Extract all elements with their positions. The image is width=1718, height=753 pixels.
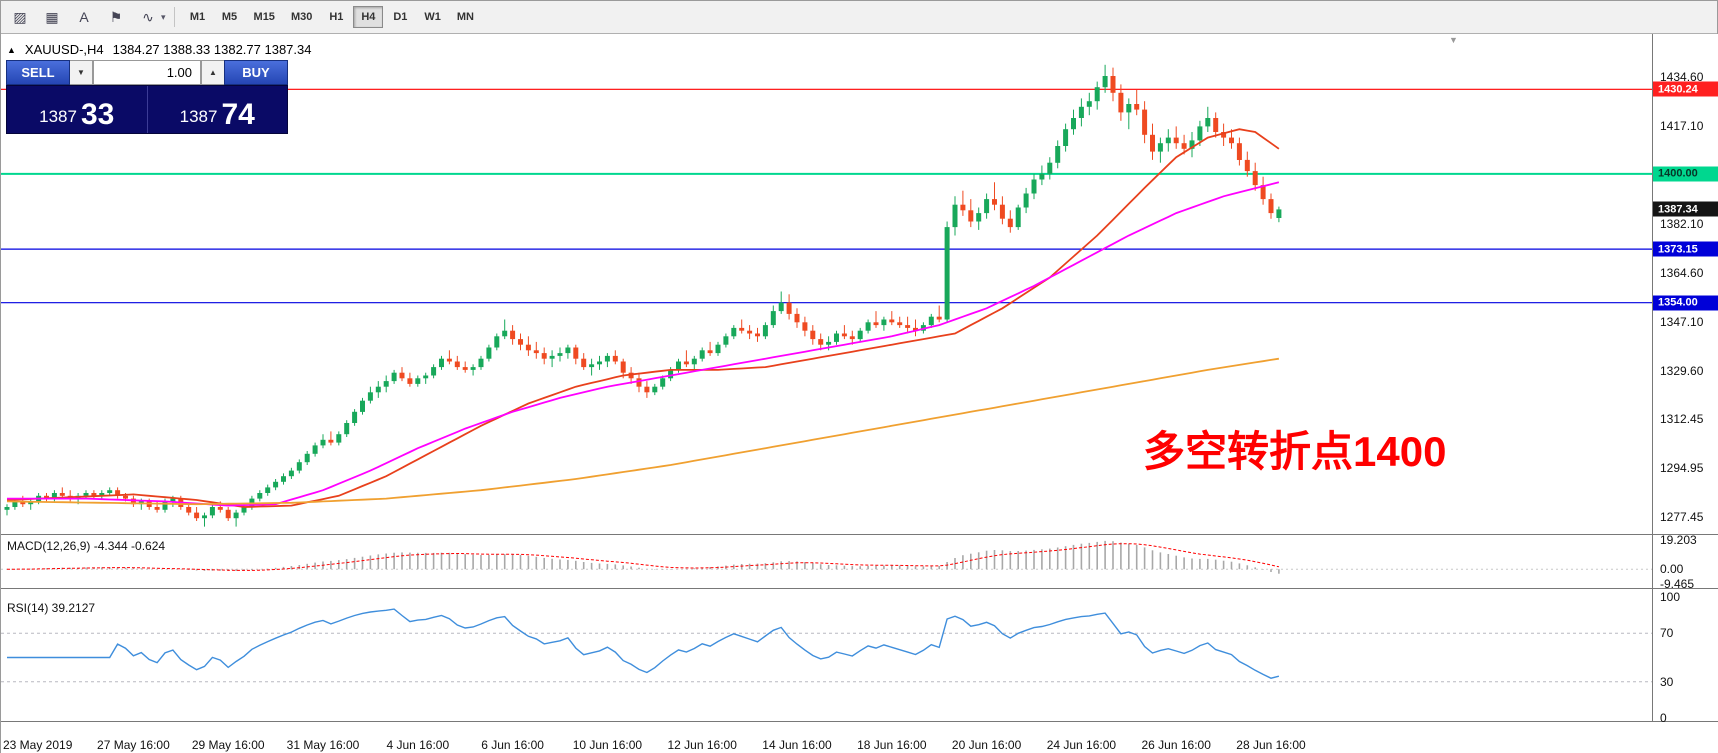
bid-price-pips: 33	[80, 98, 115, 131]
toolbar-separator	[173, 7, 175, 27]
chart-pattern-icon[interactable]: ▨	[5, 5, 35, 29]
grid-glyph: ▦	[45, 8, 59, 25]
time-axis-label: 20 Jun 16:00	[951, 738, 1022, 752]
bid-price-main: 1387	[39, 107, 77, 127]
timeframe-button-m1[interactable]: M1	[189, 11, 206, 23]
one-click-trading-panel: SELL ▼ ▲ BUY 1387 33 1387 74	[6, 60, 288, 134]
buy-button[interactable]: BUY	[224, 60, 288, 85]
rsi-pane[interactable]: RSI(14) 39.2127 100 70 30 0	[1, 589, 1718, 725]
price-tick: 1434.60	[1660, 70, 1704, 85]
time-axis-label: 24 Jun 16:00	[1046, 738, 1117, 752]
price-tick: 1312.45	[1660, 411, 1704, 426]
macd-scale-tick: 19.203	[1660, 532, 1697, 547]
timeframe-button-d1[interactable]: D1	[393, 11, 408, 23]
price-tick: 1294.95	[1660, 460, 1704, 475]
main-chart-pane[interactable]: ▼ ▲ XAUUSD-,H4 1384.27 1388.33 1382.77 1…	[1, 34, 1718, 535]
timeframe-button-mn[interactable]: MN	[456, 11, 474, 23]
chart-shift-marker-icon[interactable]: ▼	[1449, 35, 1458, 45]
rsi-label: RSI(14) 39.2127	[7, 601, 96, 615]
time-axis-label: 28 Jun 16:00	[1236, 738, 1306, 752]
ask-price-main: 1387	[179, 107, 218, 127]
volume-down-button[interactable]: ▼	[70, 60, 93, 85]
price-scale-separator	[1652, 34, 1653, 722]
label-tool-icon[interactable]: ⚑	[101, 5, 131, 29]
label-tool-glyph: ⚑	[109, 8, 123, 25]
price-tick: 1382.10	[1660, 217, 1704, 232]
price-tick: 1417.10	[1660, 119, 1704, 134]
macd-chart[interactable]	[1, 535, 1652, 589]
time-axis[interactable]: 23 May 2019 27 May 16:00 29 May 16:00 31 Ma…	[1, 722, 1718, 753]
line-studies-icon[interactable]: ∿	[133, 5, 163, 29]
timeframe-button-m30[interactable]: M30	[290, 11, 313, 23]
timeframe-button-m5[interactable]: M5	[221, 11, 238, 23]
rsi-chart[interactable]	[1, 589, 1652, 722]
text-tool-icon[interactable]: A	[69, 5, 99, 29]
chart-pattern-glyph: ▨	[13, 8, 27, 25]
chart-title: ▲ XAUUSD-,H4 1384.27 1388.33 1382.77 138…	[7, 42, 311, 57]
price-tick: 1364.60	[1660, 266, 1704, 281]
macd-scale-tick: 0.00	[1660, 562, 1684, 577]
time-axis-label: 29 May 16:00	[191, 738, 265, 752]
price-tick: 1277.45	[1660, 509, 1704, 524]
time-axis-label: 4 Jun 16:00	[386, 738, 450, 752]
trade-panel-collapse-icon[interactable]: ▲	[7, 44, 16, 55]
time-axis-label: 14 Jun 16:00	[762, 738, 832, 752]
current-price-badge: 1387.34	[1653, 201, 1718, 217]
macd-pane[interactable]: MACD(12,26,9) -4.344 -0.624 19.203 0.00 -9…	[1, 532, 1718, 591]
time-axis-label: 27 May 16:00	[97, 738, 170, 752]
macd-scale-tick: -9.465	[1660, 576, 1695, 591]
time-axis-label: 6 Jun 16:00	[481, 738, 544, 752]
timeframe-button-w1[interactable]: W1	[424, 11, 441, 23]
volume-up-button[interactable]: ▲	[201, 60, 224, 85]
time-axis-label: 12 Jun 16:00	[667, 738, 737, 752]
hline-price-badge: 1430.24	[1653, 81, 1718, 97]
toolbar: ▨ ▦ A ⚑ ∿ ▾ M1 M5 M15 M30 H1 H4 D1 W1 MN	[1, 1, 1717, 34]
ask-price-pips: 74	[221, 98, 255, 131]
hline-price-badge: 1354.00	[1653, 295, 1718, 311]
volume-input[interactable]	[93, 60, 201, 85]
chart-annotation-text: 多空转折点1400	[1143, 428, 1447, 475]
time-axis-label: 26 Jun 16:00	[1141, 738, 1211, 752]
symbol-timeframe-label: XAUUSD-,H4	[24, 42, 104, 57]
chevron-down-icon[interactable]: ▾	[161, 11, 166, 22]
timeframe-button-h4[interactable]: H4	[353, 6, 384, 28]
time-axis-label: 18 Jun 16:00	[857, 738, 927, 752]
macd-label: MACD(12,26,9) -4.344 -0.624	[7, 539, 166, 553]
time-axis-label: 31 May 16:00	[286, 738, 360, 752]
price-tick: 1347.10	[1660, 315, 1704, 329]
time-axis-label: 10 Jun 16:00	[572, 738, 643, 752]
timeframe-button-m15[interactable]: M15	[253, 11, 275, 23]
time-axis-label: 23 May 2019	[3, 738, 73, 752]
rsi-scale-tick: 30	[1660, 674, 1674, 689]
hline-price-badge: 1400.00	[1653, 166, 1718, 182]
ask-price: 1387 74	[148, 86, 288, 133]
line-studies-glyph: ∿	[142, 8, 154, 25]
rsi-scale-tick: 100	[1660, 590, 1681, 604]
candlestick-chart[interactable]	[1, 34, 1652, 535]
timeframe-button-h1[interactable]: H1	[329, 11, 344, 23]
bid-ask-display: 1387 33 1387 74	[6, 85, 288, 134]
ohlc-values: 1384.27 1388.33 1382.77 1387.34	[112, 42, 312, 57]
price-tick: 1329.60	[1660, 363, 1704, 378]
sell-button[interactable]: SELL	[6, 60, 70, 85]
text-tool-glyph: A	[79, 9, 89, 25]
grid-icon[interactable]: ▦	[37, 5, 67, 29]
rsi-scale-tick: 70	[1660, 626, 1674, 641]
rsi-scale-tick: 0	[1660, 711, 1667, 725]
bid-price: 1387 33	[7, 86, 148, 133]
hline-price-badge: 1373.15	[1653, 241, 1718, 257]
